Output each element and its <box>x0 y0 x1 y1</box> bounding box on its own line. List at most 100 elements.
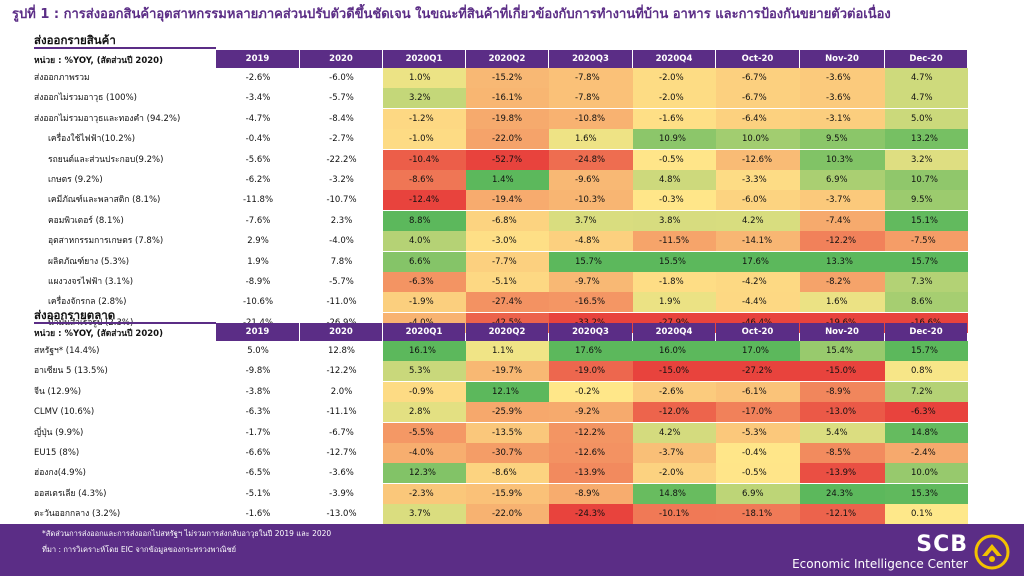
data-cell: -3.2% <box>329 175 354 185</box>
data-cell: 4.0% <box>383 231 466 252</box>
data-cell: -12.4% <box>383 190 466 211</box>
data-cell: -25.9% <box>466 402 549 423</box>
data-cell: 3.7% <box>383 504 466 525</box>
data-cell: -2.4% <box>885 443 968 463</box>
data-cell: 13.2% <box>885 129 968 150</box>
data-cell: -19.4% <box>466 190 549 211</box>
data-cell: 17.0% <box>716 341 800 361</box>
data-cell: -15.2% <box>466 68 549 88</box>
data-cell: 15.7% <box>885 251 968 272</box>
data-cell: -9.8% <box>245 366 271 377</box>
data-cell: 5.3% <box>383 361 466 382</box>
column-header: 2020Q4 <box>633 50 715 68</box>
data-cell: -24.8% <box>549 149 633 170</box>
data-cell: 2.9% <box>247 236 269 247</box>
data-cell: 9.5% <box>885 190 968 211</box>
data-cell: 14.8% <box>633 483 716 504</box>
data-cell: -8.6% <box>383 170 466 190</box>
data-cell: -3.7% <box>633 443 716 463</box>
data-cell: -13.5% <box>466 422 549 443</box>
data-cell: -1.6% <box>245 509 271 520</box>
data-cell: -9.7% <box>549 272 633 292</box>
data-cell: -2.3% <box>383 483 466 504</box>
data-cell: -0.4% <box>245 134 271 145</box>
column-header: 2020Q2 <box>466 50 548 68</box>
data-cell: -10.6% <box>242 297 274 308</box>
data-cell: 10.0% <box>716 129 800 150</box>
data-cell: -9.2% <box>549 402 633 423</box>
row-label: ฮ่องกง(4.9%) <box>34 468 86 479</box>
row-label: สหรัฐฯ* (14.4%) <box>34 346 100 356</box>
data-cell: -6.8% <box>466 210 549 231</box>
data-cell: -12.2% <box>326 366 357 377</box>
data-cell: 13.3% <box>800 251 885 272</box>
data-cell: -12.0% <box>633 402 716 423</box>
data-cell: -16.5% <box>549 292 633 313</box>
data-cell: 15.7% <box>885 341 968 361</box>
row-label: ญี่ปุ่น (9.9%) <box>34 427 84 438</box>
footnote: *สัดส่วนการส่งออกและการส่งออกไปสหรัฐฯ ไม… <box>42 529 332 538</box>
data-cell: 10.9% <box>633 129 716 150</box>
data-cell: -8.9% <box>549 483 633 504</box>
data-cell: -13.9% <box>800 463 885 484</box>
data-cell: -3.6% <box>800 88 885 109</box>
data-cell: 17.6% <box>549 341 633 361</box>
data-cell: 2.3% <box>330 215 353 226</box>
data-cell: -30.7% <box>466 443 549 463</box>
data-cell: -3.4% <box>245 93 271 104</box>
data-cell: -6.2% <box>245 175 271 185</box>
data-cell: -3.8% <box>245 386 271 397</box>
data-cell: -8.2% <box>800 272 885 292</box>
data-cell: 16.1% <box>383 341 466 361</box>
data-cell: -2.0% <box>633 463 716 484</box>
data-cell: 7.8% <box>330 256 353 267</box>
data-cell: -3.7% <box>800 190 885 211</box>
data-cell: 1.1% <box>466 341 549 361</box>
column-header: 2019 <box>216 323 299 341</box>
data-cell: 15.7% <box>549 251 633 272</box>
data-cell: -3.0% <box>466 231 549 252</box>
data-cell: 15.1% <box>885 210 968 231</box>
column-header: 2020Q3 <box>549 323 632 341</box>
data-cell: -11.1% <box>326 407 357 418</box>
data-cell: -10.4% <box>383 149 466 170</box>
data-cell: -2.0% <box>633 68 716 88</box>
data-cell: 12.8% <box>327 346 355 356</box>
data-cell: -5.1% <box>466 272 549 292</box>
data-cell: -6.3% <box>383 272 466 292</box>
column-header: Dec-20 <box>885 50 967 68</box>
data-cell: -10.8% <box>549 108 633 129</box>
data-cell: -6.0% <box>329 73 354 83</box>
data-cell: -21.4% <box>216 313 300 333</box>
data-cell: -10.7% <box>326 195 357 206</box>
data-cell: 10.7% <box>885 170 968 190</box>
data-cell: -1.2% <box>383 108 466 129</box>
data-cell: -26.9% <box>300 313 383 333</box>
data-cell: -1.8% <box>633 272 716 292</box>
data-cell: -16.1% <box>466 88 549 109</box>
data-cell: 0.8% <box>885 361 968 382</box>
section-rule <box>34 322 216 324</box>
row-label: ผลิตภัณฑ์ยาง (5.3%) <box>48 256 130 267</box>
data-cell: -6.7% <box>329 427 354 438</box>
data-cell: 5.4% <box>800 422 885 443</box>
data-cell: -6.6% <box>245 448 271 458</box>
row-label: ออสเตรเลีย (4.3%) <box>34 488 107 499</box>
data-cell: 6.6% <box>383 251 466 272</box>
section-title: ส่งออกรายสินค้า <box>34 33 116 47</box>
data-cell: -6.0% <box>716 190 800 211</box>
row-label: อาเซียน 5 (13.5%) <box>34 366 108 377</box>
unit-label: หน่วย : %YOY, (สัดส่วนปี 2020) <box>34 56 163 66</box>
data-cell: -52.7% <box>466 149 549 170</box>
column-header: 2020Q1 <box>383 50 465 68</box>
data-cell: 16.0% <box>633 341 716 361</box>
row-label: ส่งออกภาพรวม <box>34 73 90 83</box>
row-label: ส่งออกไม่รวมอาวุธ (100%) <box>34 93 137 104</box>
scb-wordmark: SCB <box>916 532 968 557</box>
section-rule <box>34 47 216 49</box>
data-cell: -5.3% <box>716 422 800 443</box>
row-label: ตะวันออกกลาง (3.2%) <box>34 509 121 520</box>
data-cell: 12.3% <box>383 463 466 484</box>
data-cell: -6.7% <box>716 88 800 109</box>
data-cell: 5.0% <box>885 108 968 129</box>
